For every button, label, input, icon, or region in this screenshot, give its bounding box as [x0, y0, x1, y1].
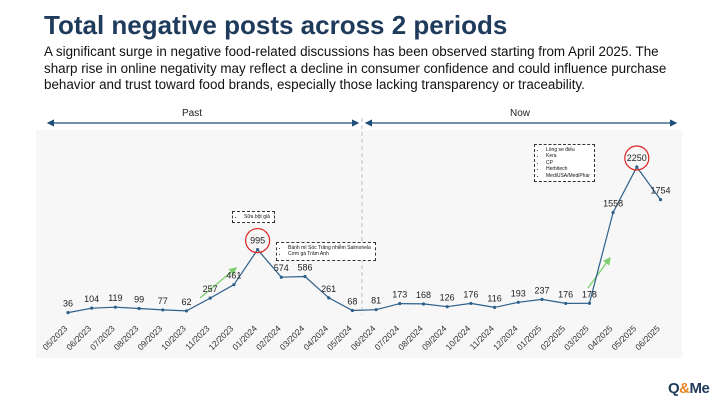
note-item: CP: [546, 160, 590, 166]
data-point: [398, 302, 402, 306]
data-label: 257: [203, 284, 218, 294]
highlight-circle: [624, 145, 650, 171]
x-tick-label: 08/2024: [396, 323, 425, 352]
x-tick-label: 05/2025: [609, 323, 638, 352]
data-label: 193: [511, 288, 526, 298]
period-label-past: Past: [182, 108, 203, 119]
data-point: [611, 210, 615, 215]
data-label: 176: [558, 289, 573, 299]
data-label: 461: [226, 271, 241, 281]
note-peak-2024: Sữa bột giả: [232, 211, 275, 224]
note-peak-2025: Lòng se điếu Kera CP Herbitech MediUSA/M…: [534, 144, 595, 183]
x-tick-label: 07/2024: [372, 323, 401, 352]
data-point: [327, 296, 331, 300]
data-label: 81: [371, 296, 381, 306]
data-label: 68: [347, 297, 357, 307]
series-line: [67, 165, 661, 314]
x-tick-label: 05/2023: [41, 323, 70, 352]
data-label: 119: [108, 293, 122, 303]
x-tick-label: 09/2023: [135, 323, 164, 352]
x-tick-label: 06/2024: [349, 323, 378, 352]
data-point: [493, 305, 497, 309]
x-tick-label: 08/2023: [112, 323, 141, 352]
data-label: 173: [392, 290, 407, 300]
note-item: Bánh mì Sóc Trăng nhiễm Salmonela: [288, 245, 371, 251]
data-point: [469, 301, 473, 306]
data-label: 168: [416, 290, 431, 300]
data-point: [66, 311, 70, 315]
data-label: 99: [134, 294, 144, 304]
data-label: 1754: [650, 186, 670, 196]
data-point: [232, 283, 236, 287]
x-tick-label: 02/2025: [538, 323, 567, 352]
data-label: 237: [534, 285, 549, 295]
brand-logo: Q&Me: [668, 380, 710, 397]
data-point: [540, 297, 544, 302]
note-item: Kera: [546, 153, 590, 159]
data-point: [90, 306, 94, 310]
x-tick-label: 07/2023: [88, 323, 117, 352]
data-label: 261: [321, 284, 336, 294]
data-point: [635, 165, 639, 169]
note-item: Herbitech: [546, 166, 590, 172]
note-item: Sữa bột giả: [244, 214, 270, 220]
data-point: [421, 302, 426, 306]
x-tick-label: 06/2023: [64, 323, 93, 352]
note-item: Lòng se điếu: [546, 147, 590, 153]
data-label: 586: [297, 262, 312, 272]
data-point: [208, 296, 212, 300]
x-tick-label: 04/2025: [586, 323, 615, 352]
data-label: 176: [463, 289, 478, 299]
data-label: 77: [158, 296, 168, 306]
data-label: 36: [63, 299, 73, 309]
x-tick-label: 01/2025: [515, 323, 544, 352]
data-point: [137, 306, 141, 311]
data-point: [303, 274, 307, 279]
data-label: 104: [84, 294, 99, 304]
trend-arrow-2025: [587, 256, 611, 289]
data-label: 995: [250, 236, 265, 246]
page-subtitle: A significant surge in negative food-rel…: [44, 44, 667, 92]
x-tick-label: 04/2024: [301, 323, 330, 352]
x-tick-label: 12/2023: [207, 323, 236, 352]
data-point: [350, 308, 354, 313]
data-point: [516, 300, 520, 304]
data-point: [374, 308, 378, 312]
data-point: [256, 247, 260, 252]
data-point: [564, 301, 568, 306]
x-tick-label: 10/2024: [444, 323, 473, 352]
data-label: 2250: [627, 153, 647, 163]
x-tick-label: 10/2023: [159, 323, 188, 352]
data-point: [587, 301, 592, 305]
data-point: [279, 275, 283, 279]
x-tick-label: 03/2024: [278, 323, 307, 352]
period-label-now: Now: [510, 108, 531, 119]
note-item: Cơm gà Trâm Anh: [288, 251, 371, 257]
data-label: 178: [582, 289, 597, 299]
x-tick-label: 05/2024: [325, 323, 354, 352]
note-after-peak-2024: Bánh mì Sóc Trăng nhiễm Salmonela Cơm gà…: [276, 242, 376, 261]
data-label: 1558: [603, 199, 623, 209]
data-point: [161, 308, 165, 312]
data-label: 126: [440, 293, 455, 303]
data-point: [184, 309, 189, 313]
highlight-circle: [245, 227, 271, 254]
x-tick-label: 02/2024: [254, 323, 283, 352]
data-point: [113, 305, 117, 309]
note-item: MediUSA/MediPhar: [546, 173, 590, 179]
data-point: [658, 198, 663, 202]
x-tick-label: 12/2024: [491, 323, 520, 352]
data-label: 62: [181, 297, 191, 307]
x-tick-label: 03/2025: [562, 323, 591, 352]
x-tick-label: 06/2025: [633, 323, 662, 352]
x-tick-label: 09/2024: [420, 323, 449, 352]
trend-arrow-2023: [199, 267, 237, 299]
data-point: [445, 305, 449, 309]
page-title: Total negative posts across 2 periods: [44, 10, 508, 40]
data-label: 116: [487, 293, 501, 303]
x-tick-label: 01/2024: [230, 323, 259, 352]
data-label: 574: [274, 263, 289, 273]
